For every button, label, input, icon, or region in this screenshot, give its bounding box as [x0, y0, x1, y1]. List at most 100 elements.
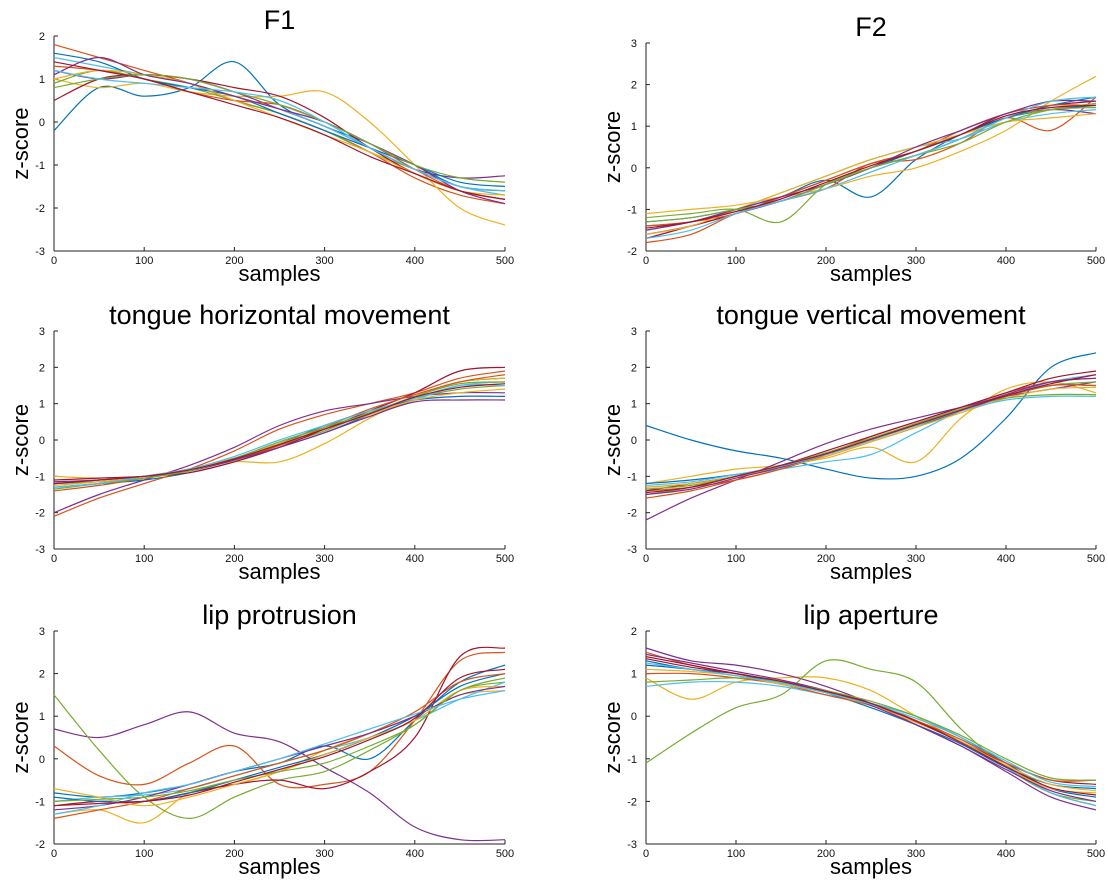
series-line [53, 711, 506, 842]
x-tick-label: 300 [315, 255, 333, 267]
x-tick-label: 300 [907, 848, 925, 860]
panel-1: -3 -2 -1 0 1 2 0 100 200 300 400 500 F1 samples z-scor… [8, 5, 514, 286]
series-line [645, 395, 1097, 486]
x-tick-label: 400 [406, 553, 424, 565]
y-tick-label: 3 [39, 626, 45, 638]
y-tick-label: -3 [627, 544, 637, 556]
series-line [53, 690, 506, 815]
panel-5: -2 -1 0 1 2 3 0 100 200 300 400 500 lip protrusion sa… [8, 600, 514, 879]
x-tick-label: 400 [997, 553, 1015, 565]
x-tick-label: 500 [496, 553, 514, 565]
x-tick-label: 100 [135, 553, 153, 565]
panel-6: -3 -2 -1 0 1 2 0 100 200 300 400 500 lip aperture sam… [600, 600, 1105, 879]
series-line [53, 61, 506, 200]
y-tick-label: 0 [631, 435, 637, 447]
x-tick-label: 200 [225, 848, 243, 860]
y-axis-label: z-score [8, 404, 33, 476]
y-axis-label: z-score [600, 404, 625, 476]
x-tick-label: 300 [907, 255, 925, 267]
y-tick-label: -3 [35, 246, 45, 258]
x-tick-label: 0 [643, 255, 649, 267]
x-tick-label: 500 [496, 848, 514, 860]
x-tick-label: 200 [817, 848, 835, 860]
series-line [645, 662, 1097, 788]
x-axis-label: samples [830, 559, 912, 584]
x-tick-label: 0 [51, 255, 57, 267]
series-line [645, 680, 1097, 807]
series-line [53, 366, 506, 481]
x-tick-label: 100 [135, 255, 153, 267]
chart-title: tongue horizontal movement [109, 300, 450, 330]
x-tick-label: 400 [997, 848, 1015, 860]
y-tick-label: -2 [627, 508, 637, 520]
series-line [645, 374, 1097, 494]
series-line [645, 384, 1097, 485]
series-line [645, 677, 1097, 781]
y-tick-label: -1 [35, 796, 45, 808]
panel-4: -3 -2 -1 0 1 2 3 0 100 200 300 400 500 tongue vertica… [600, 300, 1105, 584]
x-tick-label: 0 [51, 553, 57, 565]
y-tick-label: 3 [39, 326, 45, 338]
x-tick-label: 300 [315, 553, 333, 565]
series-line [53, 74, 506, 183]
series-line [53, 685, 506, 811]
x-tick-label: 0 [643, 848, 649, 860]
series-line [53, 664, 506, 798]
chart-title: tongue vertical movement [716, 300, 1026, 330]
x-tick-label: 400 [997, 255, 1015, 267]
x-tick-label: 300 [907, 553, 925, 565]
x-axis-label: samples [830, 854, 912, 879]
series-line [645, 381, 1097, 521]
x-tick-label: 500 [496, 255, 514, 267]
y-tick-label: 0 [631, 711, 637, 723]
y-tick-label: -2 [35, 839, 45, 851]
x-tick-label: 400 [406, 848, 424, 860]
x-tick-label: 100 [135, 848, 153, 860]
series-line [645, 109, 1097, 231]
y-tick-label: -1 [35, 471, 45, 483]
y-tick-label: 0 [631, 163, 637, 175]
y-tick-label: -2 [627, 246, 637, 258]
x-tick-label: 400 [406, 255, 424, 267]
y-tick-label: -2 [35, 203, 45, 215]
chart-title: lip protrusion [202, 600, 357, 630]
x-tick-label: 100 [727, 255, 745, 267]
y-tick-label: 1 [39, 74, 45, 86]
series-line [53, 52, 506, 188]
y-tick-label: 0 [39, 435, 45, 447]
y-tick-label: -1 [35, 160, 45, 172]
x-tick-label: 200 [817, 255, 835, 267]
x-tick-label: 100 [727, 553, 745, 565]
panel-3: -3 -2 -1 0 1 2 3 0 100 200 300 400 500 tongue horizon… [8, 300, 514, 584]
y-tick-label: -1 [627, 471, 637, 483]
x-tick-label: 200 [225, 553, 243, 565]
series-line [645, 672, 1097, 782]
series-line [645, 381, 1097, 485]
y-tick-label: 1 [631, 121, 637, 133]
series-line [53, 69, 506, 192]
y-axis-label: z-score [600, 111, 625, 183]
y-tick-label: 3 [631, 38, 637, 50]
series-line [53, 668, 506, 807]
series-line [53, 685, 506, 807]
series-line [53, 646, 506, 807]
series-line [53, 399, 506, 483]
x-tick-label: 200 [225, 255, 243, 267]
x-tick-label: 300 [315, 848, 333, 860]
y-tick-label: 3 [631, 326, 637, 338]
y-tick-label: 2 [39, 669, 45, 681]
x-axis-label: samples [239, 559, 321, 584]
y-tick-label: -1 [627, 754, 637, 766]
y-tick-label: -2 [627, 796, 637, 808]
series-line [645, 377, 1097, 492]
y-axis-label: z-score [600, 701, 625, 773]
series-line [53, 370, 506, 517]
series-line [53, 44, 506, 205]
panel-2: -2 -1 0 1 2 3 0 100 200 300 400 500 F2 samples z-score [600, 12, 1105, 286]
y-axis-label: z-score [8, 701, 33, 773]
series-line [645, 352, 1097, 480]
chart-title: F2 [855, 12, 887, 42]
y-tick-label: -3 [35, 544, 45, 556]
x-tick-label: 500 [1087, 553, 1105, 565]
